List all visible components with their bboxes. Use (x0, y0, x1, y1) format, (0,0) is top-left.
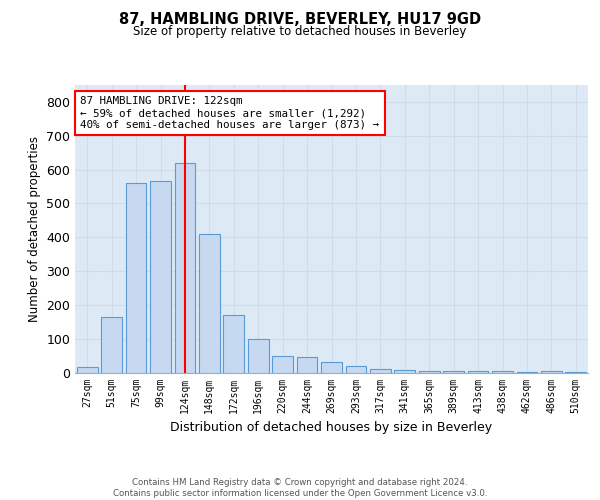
Bar (394, 370, 415, 372)
Text: 87 HAMBLING DRIVE: 122sqm
← 59% of detached houses are smaller (1,292)
40% of se: 87 HAMBLING DRIVE: 122sqm ← 59% of detac… (80, 96, 379, 130)
Bar (125, 183, 146, 372)
Bar (223, 315, 244, 372)
Bar (541, 371, 562, 372)
Bar (199, 234, 220, 372)
Bar (296, 358, 317, 372)
Bar (150, 182, 171, 372)
Bar (467, 371, 488, 372)
Text: Size of property relative to detached houses in Beverley: Size of property relative to detached ho… (133, 25, 467, 38)
X-axis label: Distribution of detached houses by size in Beverley: Distribution of detached houses by size … (170, 421, 493, 434)
Y-axis label: Number of detached properties: Number of detached properties (28, 136, 41, 322)
Bar (175, 163, 196, 372)
Text: 87, HAMBLING DRIVE, BEVERLEY, HU17 9GD: 87, HAMBLING DRIVE, BEVERLEY, HU17 9GD (119, 12, 481, 28)
Bar (419, 371, 440, 372)
Bar (77, 368, 98, 372)
Bar (321, 362, 342, 372)
Bar (101, 316, 122, 372)
Bar (346, 366, 367, 372)
Text: Contains HM Land Registry data © Crown copyright and database right 2024.
Contai: Contains HM Land Registry data © Crown c… (113, 478, 487, 498)
Bar (443, 371, 464, 372)
Bar (272, 356, 293, 372)
Bar (248, 338, 269, 372)
Bar (370, 369, 391, 372)
